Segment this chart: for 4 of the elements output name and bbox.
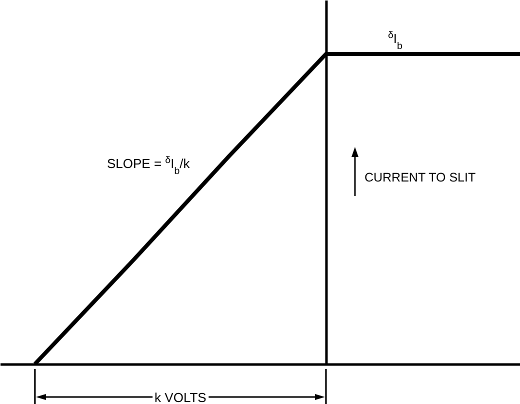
annotation: $^{δ}$I$_{b}$ bbox=[388, 29, 404, 52]
text: k VOLTS bbox=[154, 390, 207, 404]
annotation: SLOPE = $^{δ}$I$_{b}$/k bbox=[107, 154, 190, 176]
y-axis-title: CURRENT TO SLIT bbox=[364, 170, 476, 184]
